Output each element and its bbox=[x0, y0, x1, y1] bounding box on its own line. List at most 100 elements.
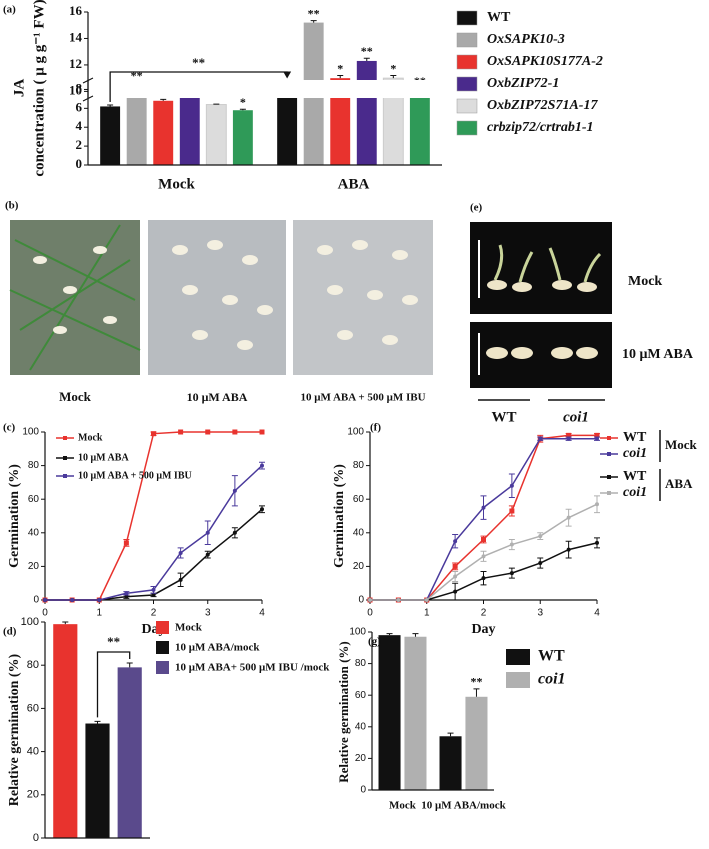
y-tick-label: 80 bbox=[353, 460, 365, 471]
x-tick-label: 10 μM ABA/mock bbox=[421, 800, 506, 812]
marker bbox=[566, 432, 572, 438]
error-bar bbox=[239, 108, 246, 111]
legend-label: WT bbox=[623, 430, 647, 445]
bracket-label: ** bbox=[192, 55, 205, 70]
legend-group: Mock bbox=[665, 437, 698, 452]
legend-label: 10 μM ABA+ 500 μM IBU /mock bbox=[175, 662, 330, 674]
photo-label: 10 μM ABA + 500 μM IBU bbox=[300, 392, 425, 404]
marker bbox=[70, 598, 75, 602]
significance-label: ** bbox=[470, 675, 482, 689]
error-bar bbox=[310, 20, 317, 23]
legend-swatch bbox=[456, 76, 478, 92]
break-mark bbox=[82, 77, 94, 102]
photo-label: 10 μM ABA bbox=[187, 390, 248, 404]
error-bar bbox=[386, 633, 393, 636]
error-bar bbox=[390, 75, 397, 79]
legend-marker bbox=[63, 436, 67, 440]
bar bbox=[85, 723, 110, 838]
legend-label: coi1 bbox=[623, 485, 647, 500]
legend-label: WT bbox=[623, 469, 647, 484]
marker bbox=[43, 598, 47, 602]
y-axis-label: concentration ( μ g g⁻¹ FW) bbox=[31, 0, 47, 177]
y-tick-label: 0 bbox=[360, 785, 366, 796]
error-bar bbox=[363, 57, 370, 61]
marker bbox=[232, 530, 237, 535]
y-tick-label: 8 bbox=[76, 80, 83, 95]
marker bbox=[594, 432, 600, 438]
error-bar bbox=[447, 732, 454, 737]
y-tick-label: 0 bbox=[33, 832, 39, 844]
x-tick-label: 4 bbox=[594, 608, 600, 619]
marker bbox=[424, 598, 429, 602]
panel-letter: (e) bbox=[470, 202, 483, 214]
y-tick-label: 80 bbox=[27, 659, 39, 671]
marker bbox=[151, 431, 156, 437]
x-tick-label: 2 bbox=[481, 608, 487, 619]
marker bbox=[178, 429, 184, 435]
y-tick-label: 40 bbox=[28, 527, 40, 538]
legend-marker bbox=[607, 452, 611, 456]
bar bbox=[277, 88, 298, 165]
error-bar bbox=[160, 98, 167, 101]
photo-label: Mock bbox=[59, 389, 92, 404]
marker bbox=[509, 508, 515, 514]
bar bbox=[179, 96, 200, 165]
x-tick-label: 4 bbox=[259, 608, 265, 619]
series-line bbox=[45, 465, 263, 601]
marker bbox=[538, 534, 543, 539]
bar bbox=[439, 736, 462, 790]
x-tick-label: ABA bbox=[338, 176, 370, 192]
y-tick-label: 0 bbox=[358, 595, 364, 606]
y-axis-label: Relative germination (%) bbox=[336, 641, 351, 783]
marker bbox=[205, 552, 210, 557]
x-tick-label: Mock bbox=[389, 800, 417, 812]
legend-label: OxSAPK10-3 bbox=[487, 32, 565, 47]
y-tick-label: 14 bbox=[69, 29, 83, 44]
marker bbox=[509, 542, 514, 547]
significance-label: ** bbox=[361, 44, 373, 58]
panel-letter: (d) bbox=[3, 626, 17, 638]
error-bar bbox=[107, 104, 114, 107]
error-bar bbox=[473, 688, 480, 697]
bracket-arrow bbox=[283, 71, 292, 79]
marker bbox=[368, 598, 372, 602]
y-tick-label: 60 bbox=[28, 494, 40, 505]
seedlings bbox=[9, 224, 141, 371]
y-tick-label: 0 bbox=[76, 156, 83, 171]
marker bbox=[178, 577, 183, 582]
y-tick-label: 16 bbox=[69, 3, 83, 18]
bar bbox=[409, 89, 430, 165]
y-tick-label: 20 bbox=[28, 561, 40, 572]
seeds bbox=[486, 280, 598, 359]
error-bar bbox=[126, 662, 133, 668]
bar bbox=[356, 60, 377, 166]
error-bar bbox=[412, 633, 419, 637]
legend-label: 10 μM ABA bbox=[78, 452, 129, 463]
bar bbox=[53, 624, 78, 838]
y-tick-label: 40 bbox=[355, 721, 367, 732]
y-tick-label: 20 bbox=[355, 753, 367, 764]
y-tick-label: 40 bbox=[353, 527, 365, 538]
legend-label: coi1 bbox=[623, 446, 647, 461]
legend-label: OxbZIP72S71A-17 bbox=[487, 98, 598, 113]
row-label: Mock bbox=[628, 274, 662, 289]
x-tick-label: 0 bbox=[367, 608, 373, 619]
marker bbox=[538, 561, 543, 566]
photo bbox=[470, 222, 612, 314]
x-tick-label: 2 bbox=[151, 608, 157, 619]
marker bbox=[481, 505, 486, 510]
panel-letter: (f) bbox=[370, 422, 381, 434]
bar bbox=[100, 106, 121, 165]
bar bbox=[465, 696, 488, 790]
marker bbox=[260, 507, 264, 512]
legend-swatch bbox=[506, 649, 530, 665]
marker bbox=[232, 488, 237, 493]
marker bbox=[566, 436, 571, 441]
y-tick-label: 80 bbox=[28, 460, 40, 471]
marker bbox=[124, 594, 129, 599]
legend-group: ABA bbox=[665, 476, 693, 491]
photo-panel-b: (b) Mock 10 μM ABA 10 μM ABA + 500 μM IB… bbox=[5, 200, 433, 404]
marker bbox=[481, 576, 486, 581]
legend-label: crbzip72/crtrab1-1 bbox=[487, 120, 594, 135]
